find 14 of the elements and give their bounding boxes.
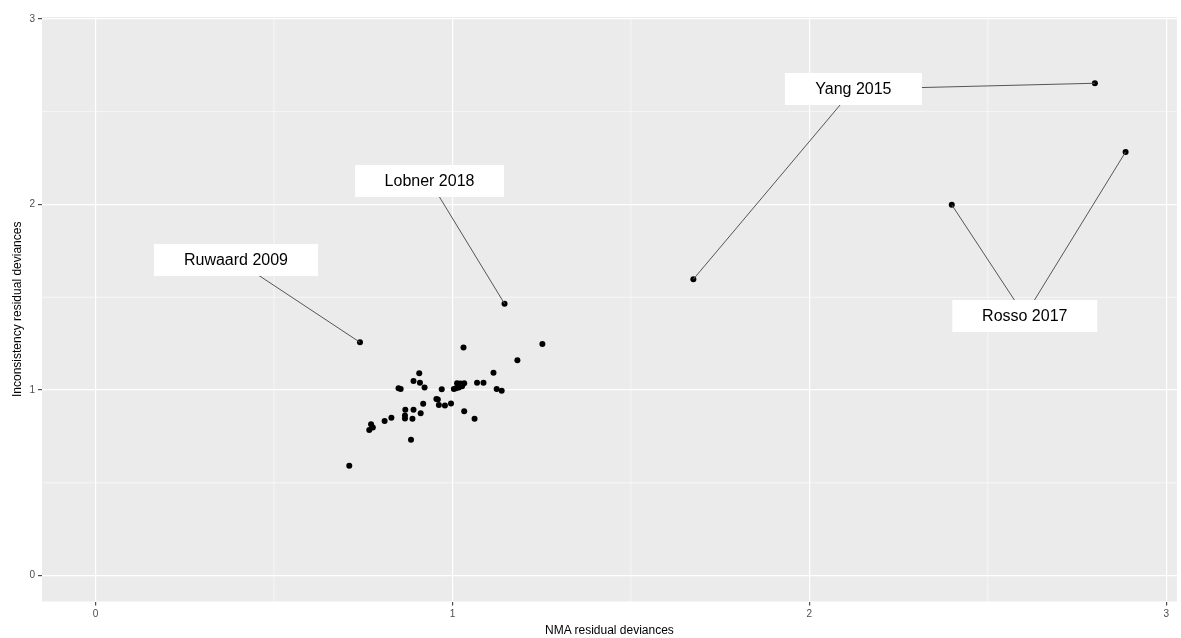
x-tick-label: 0: [92, 608, 99, 620]
annotation: Rosso 2017: [982, 306, 1068, 324]
x-tick-label: 2: [806, 608, 813, 620]
annotation: Ruwaard 2009: [183, 251, 289, 269]
annotation: Yang 2015: [815, 80, 892, 98]
y-tick-label: 0: [29, 569, 36, 581]
y-tick-label: 3: [29, 12, 36, 24]
y-axis-title: Inconsistency residual deviances: [9, 221, 24, 398]
x-axis-title: NMA residual deviances: [545, 623, 674, 638]
x-tick-label: 3: [1163, 608, 1170, 620]
annotation: Lobner 2018: [384, 171, 475, 189]
y-tick-label: 2: [29, 198, 36, 210]
y-tick-label: 1: [29, 383, 36, 395]
x-tick-label: 1: [449, 608, 456, 620]
